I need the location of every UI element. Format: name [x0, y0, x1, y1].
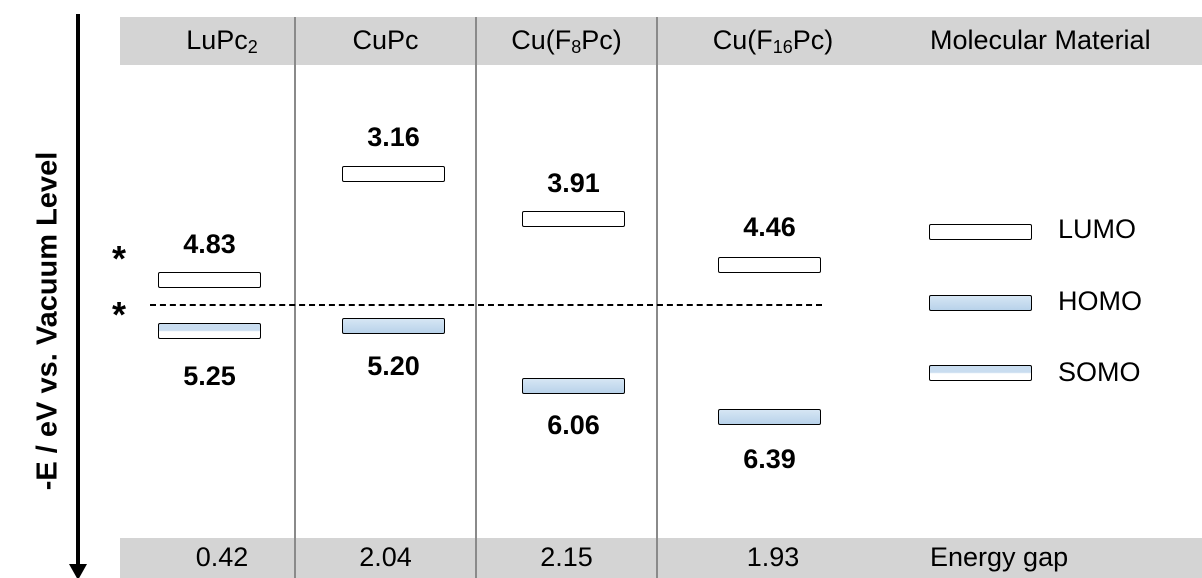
header-cuf16pc: Cu(F16Pc): [712, 25, 834, 57]
header-lupc2: LuPc2: [186, 25, 258, 57]
legend-lumo-swatch: [929, 224, 1032, 240]
column-divider: [475, 17, 477, 578]
reference-dashed-line: [150, 304, 822, 306]
level-cuf8pc-homo: [522, 378, 625, 394]
value-cupc-lower: 5.20: [367, 351, 420, 381]
gap-cupc: 2.04: [359, 542, 412, 572]
header-molecular-material: Molecular Material: [930, 25, 1151, 55]
legend-somo-label: SOMO: [1058, 357, 1141, 387]
level-lupc2-somo: [158, 323, 261, 339]
gap-cuf16pc: 1.93: [746, 542, 800, 572]
footer-band: [120, 538, 1202, 578]
value-cuf8pc-lower: 6.06: [547, 410, 600, 440]
level-lupc2-lumo: [158, 272, 261, 288]
y-axis-label: -E / eV vs. Vacuum Level: [31, 151, 64, 491]
star-marker: *: [112, 294, 127, 335]
value-lupc2-upper: 4.83: [183, 229, 236, 259]
level-cuf16pc-lumo: [718, 257, 821, 273]
legend-somo-swatch: [929, 365, 1032, 381]
legend-lumo-label: LUMO: [1058, 214, 1137, 244]
value-cuf8pc-upper: 3.91: [547, 168, 600, 198]
gap-lupc2: 0.42: [195, 542, 249, 572]
level-cupc-lumo: [342, 166, 445, 182]
star-marker: *: [112, 238, 127, 279]
header-cupc: CuPc: [352, 25, 419, 55]
header-band: [120, 17, 1202, 65]
value-cuf16pc-lower: 6.39: [743, 444, 796, 474]
column-divider: [656, 17, 658, 578]
header-cuf8pc: Cu(F8Pc): [511, 25, 622, 57]
footer-energy-gap: Energy gap: [930, 542, 1069, 572]
level-cuf16pc-homo: [718, 409, 821, 425]
value-lupc2-lower: 5.25: [183, 361, 236, 391]
legend-homo-swatch: [929, 295, 1032, 311]
level-cuf8pc-lumo: [522, 211, 625, 227]
y-axis-arrow-head: [69, 564, 87, 578]
gap-cuf8pc: 2.15: [540, 542, 593, 572]
value-cuf16pc-upper: 4.46: [743, 212, 796, 242]
level-cupc-homo: [342, 318, 445, 334]
column-divider: [294, 17, 296, 578]
legend-homo-label: HOMO: [1058, 286, 1142, 316]
value-cupc-upper: 3.16: [367, 122, 420, 152]
y-axis-arrow-line: [76, 14, 80, 566]
